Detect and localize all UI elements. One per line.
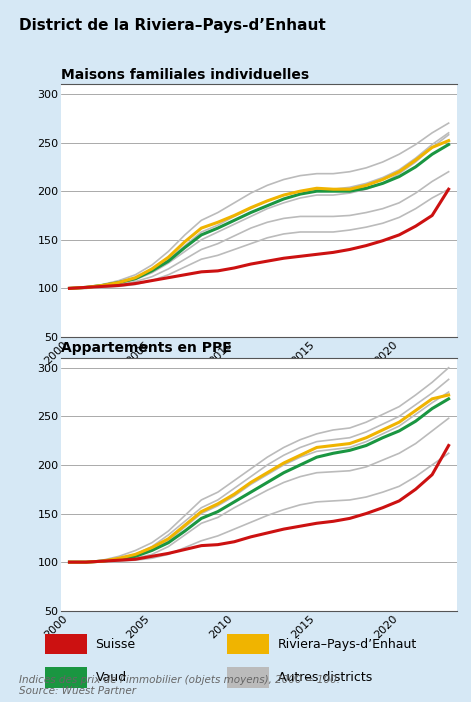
Text: Indices des prix de l’immobilier (objets moyens), 2000 = 100.
Source: Wüest Part: Indices des prix de l’immobilier (objets… xyxy=(19,675,340,696)
Text: Autres districts: Autres districts xyxy=(278,671,372,684)
Bar xyxy=(45,634,87,654)
Text: Maisons familiales individuelles: Maisons familiales individuelles xyxy=(61,67,309,81)
Text: Appartements en PPE: Appartements en PPE xyxy=(61,341,232,355)
Text: Vaud: Vaud xyxy=(96,671,127,684)
Bar xyxy=(227,634,269,654)
Text: Suisse: Suisse xyxy=(96,637,136,651)
Bar xyxy=(227,667,269,688)
Text: Riviera–Pays-d’Enhaut: Riviera–Pays-d’Enhaut xyxy=(278,637,417,651)
Text: District de la Riviera–Pays-d’Enhaut: District de la Riviera–Pays-d’Enhaut xyxy=(19,18,325,32)
Bar xyxy=(45,667,87,688)
